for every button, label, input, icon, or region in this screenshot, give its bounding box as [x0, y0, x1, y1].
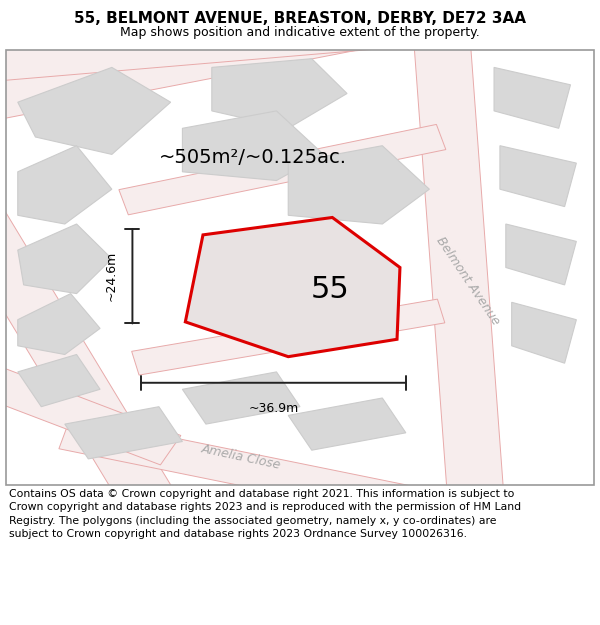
- Polygon shape: [500, 146, 577, 207]
- Polygon shape: [119, 124, 446, 215]
- Polygon shape: [18, 354, 100, 407]
- Polygon shape: [0, 361, 181, 465]
- Polygon shape: [18, 146, 112, 224]
- Polygon shape: [182, 372, 300, 424]
- Polygon shape: [512, 302, 577, 363]
- Polygon shape: [494, 68, 571, 128]
- Polygon shape: [65, 407, 182, 459]
- Polygon shape: [506, 224, 577, 285]
- Text: 55: 55: [311, 275, 350, 304]
- Text: Map shows position and indicative extent of the property.: Map shows position and indicative extent…: [120, 26, 480, 39]
- Polygon shape: [18, 68, 170, 154]
- Text: 55, BELMONT AVENUE, BREASTON, DERBY, DE72 3AA: 55, BELMONT AVENUE, BREASTON, DERBY, DE7…: [74, 11, 526, 26]
- Polygon shape: [18, 294, 100, 354]
- Polygon shape: [413, 27, 505, 508]
- Polygon shape: [18, 224, 112, 294]
- Text: ~24.6m: ~24.6m: [105, 251, 118, 301]
- Polygon shape: [59, 417, 435, 522]
- Text: Amelia Close: Amelia Close: [200, 442, 282, 471]
- Text: Contains OS data © Crown copyright and database right 2021. This information is : Contains OS data © Crown copyright and d…: [9, 489, 521, 539]
- Text: ~505m²/~0.125ac.: ~505m²/~0.125ac.: [159, 149, 347, 168]
- Polygon shape: [212, 59, 347, 128]
- Polygon shape: [182, 111, 323, 181]
- Polygon shape: [0, 8, 366, 122]
- Polygon shape: [131, 299, 445, 375]
- Polygon shape: [288, 146, 430, 224]
- Text: Belmont Avenue: Belmont Avenue: [434, 234, 502, 327]
- Polygon shape: [0, 207, 179, 515]
- Polygon shape: [288, 398, 406, 450]
- Polygon shape: [0, 13, 443, 82]
- Polygon shape: [185, 217, 400, 357]
- Text: ~36.9m: ~36.9m: [248, 402, 299, 416]
